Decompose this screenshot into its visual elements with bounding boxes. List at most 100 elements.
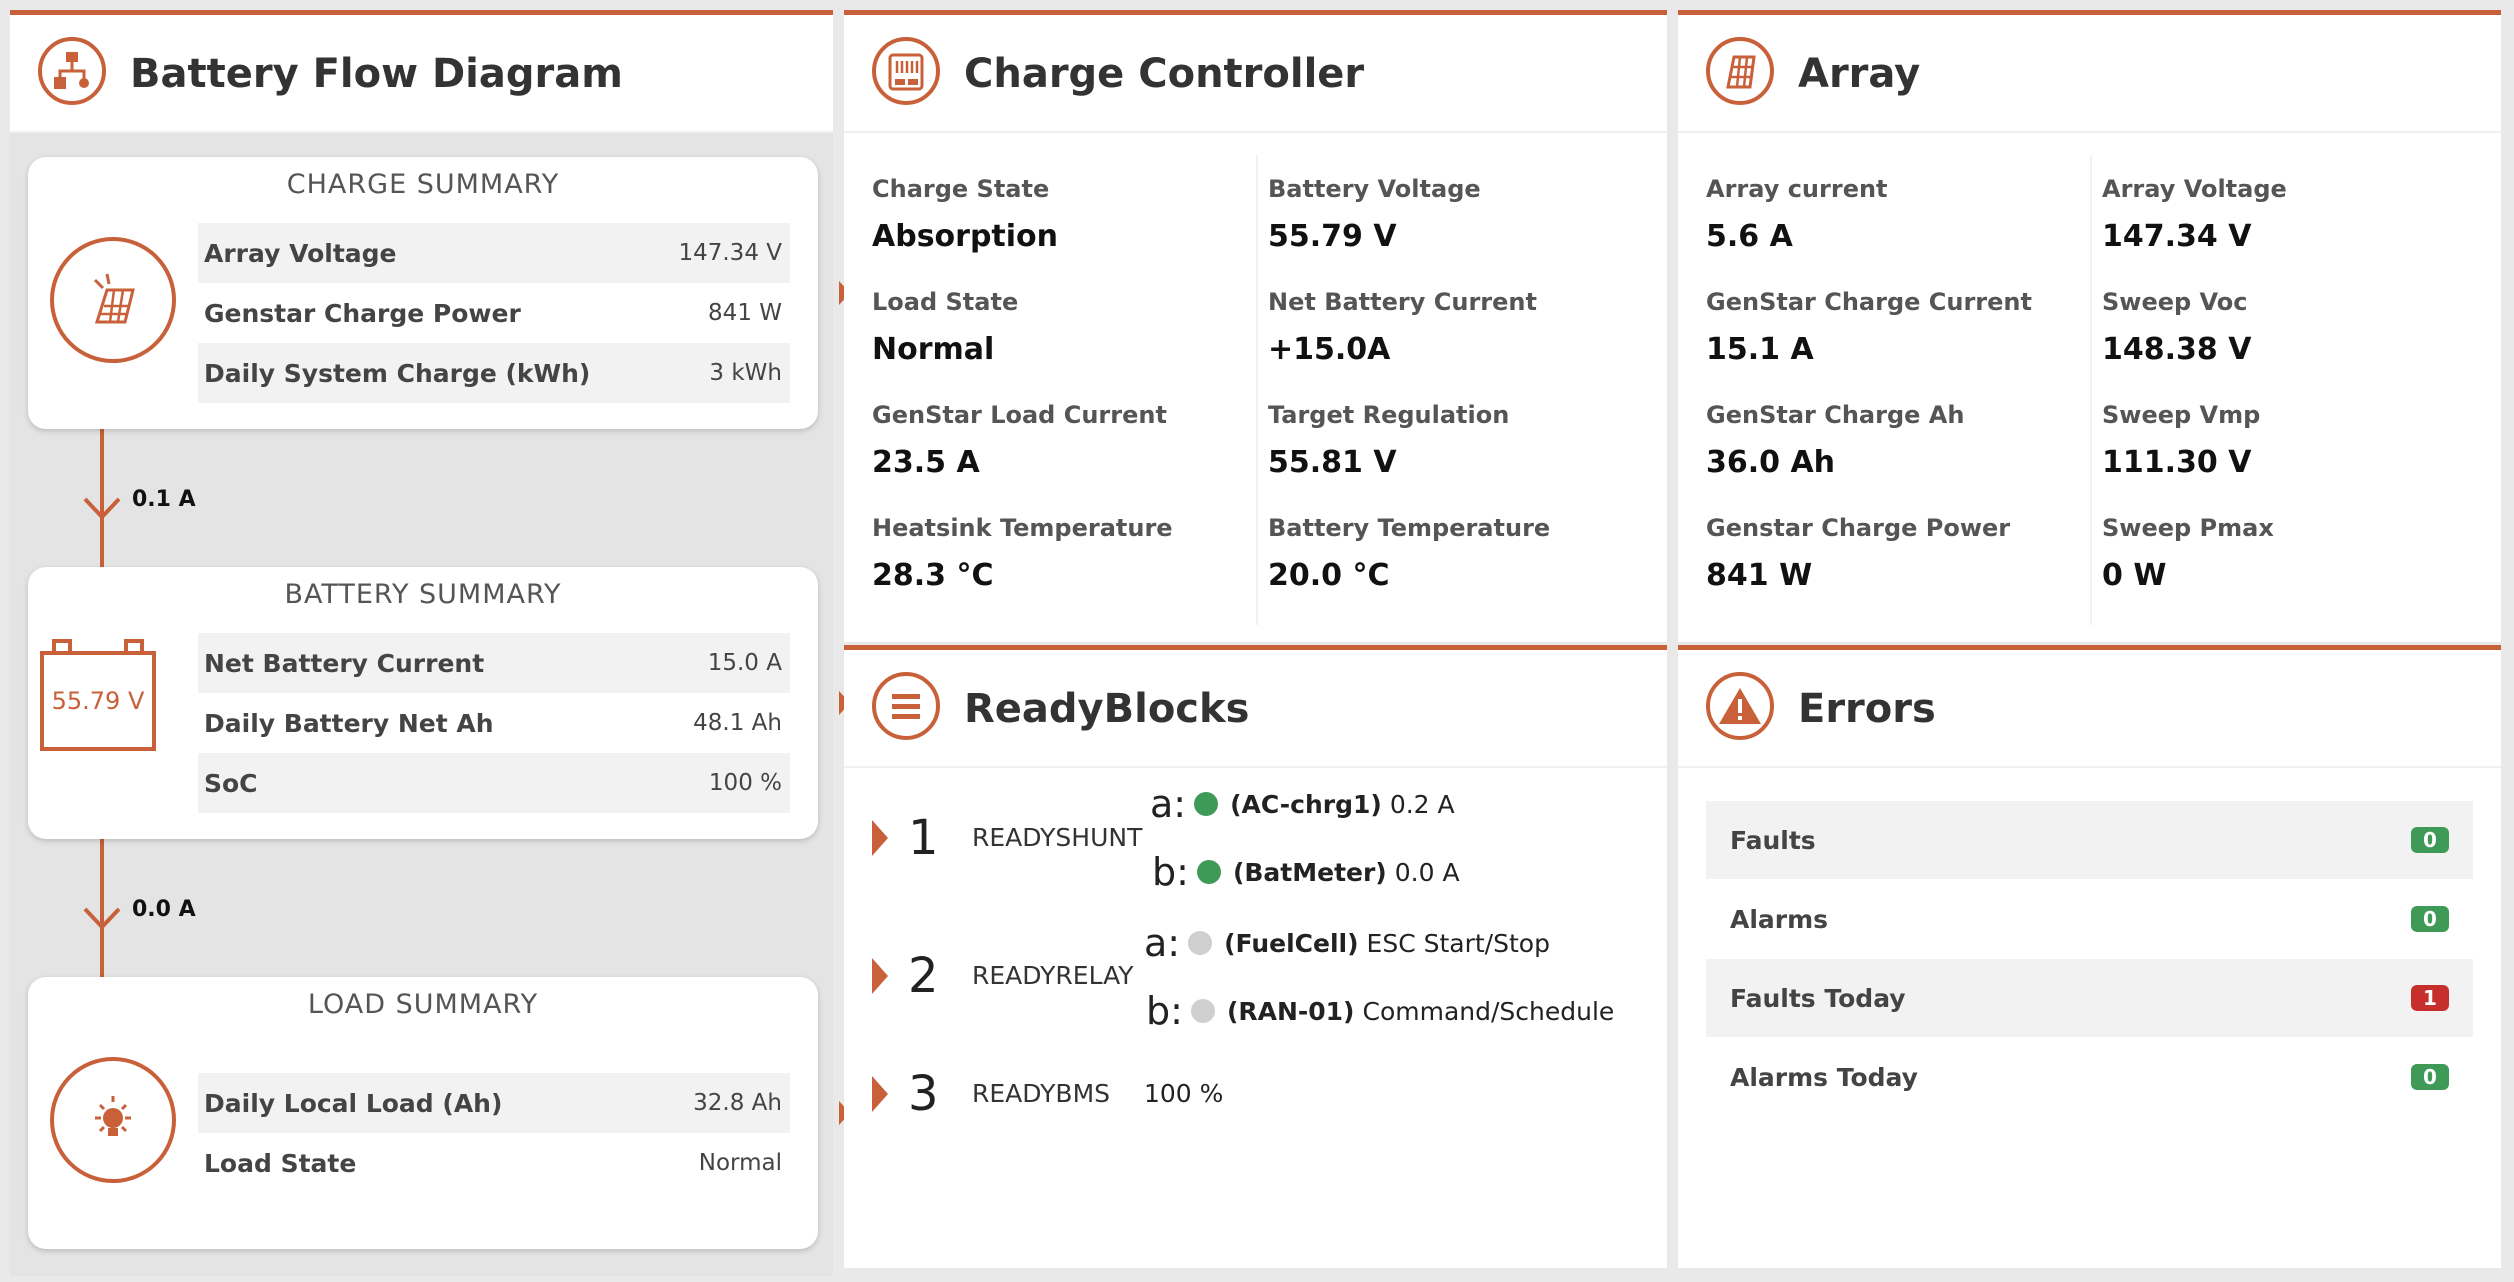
- row-label: Net Battery Current: [204, 648, 485, 678]
- block-name: READYRELAY: [972, 961, 1134, 990]
- field-label: Sweep Pmax: [2102, 514, 2274, 542]
- channel-letter: b:: [1146, 989, 1183, 1033]
- status-dot-icon: [1188, 931, 1213, 955]
- field-value: 111.30 V: [2102, 445, 2252, 480]
- channel-tag: (BatMeter): [1232, 857, 1387, 887]
- field-label: Heatsink Temperature: [872, 514, 1173, 542]
- error-row-alarms[interactable]: Alarms 0: [1706, 880, 2473, 958]
- panel-title: Battery Flow Diagram: [130, 51, 623, 97]
- field-value: Absorption: [872, 219, 1059, 254]
- field-label: Sweep Vmp: [2102, 401, 2261, 429]
- field-value: 23.5 A: [872, 445, 980, 480]
- field: Array current 5.6 A: [1706, 175, 2102, 288]
- charge-controller-panel: Charge Controller Charge State Absorptio…: [844, 10, 1667, 642]
- block-number: 1: [908, 810, 939, 866]
- array-panel: Array Array current 5.6 A Array Voltage …: [1678, 10, 2501, 642]
- flow-diagram-icon: [38, 37, 106, 105]
- status-dot-icon: [1194, 792, 1219, 816]
- count-badge: 0: [2411, 827, 2449, 853]
- row-value: 15.0 A: [707, 650, 782, 676]
- flow-current-label: 0.0 A: [132, 897, 196, 922]
- error-label: Alarms Today: [1730, 1062, 1918, 1092]
- error-label: Faults Today: [1730, 983, 1906, 1013]
- battery-voltage: 55.79 V: [51, 687, 145, 715]
- field: Battery Voltage 55.79 V: [1268, 175, 1664, 288]
- expand-caret-icon[interactable]: [872, 958, 888, 994]
- count-badge: 0: [2411, 906, 2449, 932]
- warning-icon: [1706, 672, 1774, 740]
- panel-title: Errors: [1798, 686, 1936, 732]
- field: Sweep Vmp 111.30 V: [2102, 401, 2498, 514]
- summary-row: Genstar Charge Power 841 W: [198, 283, 790, 343]
- field-label: Genstar Charge Power: [1706, 514, 2011, 542]
- summary-row: Daily System Charge (kWh) 3 kWh: [198, 343, 790, 403]
- error-row-faults[interactable]: Faults 0: [1706, 801, 2473, 879]
- channel-tag: (AC-chrg1): [1230, 789, 1382, 819]
- field: Battery Temperature 20.0 °C: [1268, 514, 1664, 627]
- row-value: Normal: [698, 1150, 782, 1176]
- load-summary-card[interactable]: LOAD SUMMARY Daily Local Load (Ah) 32.8 …: [28, 977, 850, 1249]
- summary-row: Net Battery Current 15.0 A: [198, 633, 790, 693]
- expand-caret-icon[interactable]: [872, 820, 888, 856]
- channel-row: b: (RAN-01) Command/Schedule: [1146, 989, 1614, 1033]
- row-value: 147.34 V: [678, 240, 782, 266]
- channel-letter: a:: [1144, 921, 1181, 965]
- field: Heatsink Temperature 28.3 °C: [872, 514, 1268, 627]
- panel-header: Errors: [1678, 650, 2501, 768]
- channel-tag: (RAN-01): [1226, 996, 1355, 1026]
- field-value: 841 W: [1706, 558, 1813, 593]
- row-label: Genstar Charge Power: [204, 298, 521, 328]
- field-label: Load State: [872, 288, 1019, 316]
- error-row-faults-today[interactable]: Faults Today 1: [1706, 959, 2473, 1037]
- expand-caret-icon[interactable]: [872, 1076, 888, 1112]
- summary-row: Daily Battery Net Ah 48.1 Ah: [198, 693, 790, 753]
- field-value: 28.3 °C: [872, 558, 994, 593]
- light-bulb-icon: [50, 1057, 176, 1183]
- battery-flow-panel: Battery Flow Diagram 0.1 A 0.0 A CHARGE …: [10, 10, 850, 1276]
- panel-header: Charge Controller: [844, 15, 1667, 133]
- error-row-alarms-today[interactable]: Alarms Today 0: [1706, 1038, 2473, 1116]
- row-value: 48.1 Ah: [693, 710, 782, 736]
- row-value: 100 %: [708, 770, 782, 796]
- block-number: 3: [908, 1066, 939, 1122]
- row-label: Array Voltage: [204, 238, 397, 268]
- count-badge: 1: [2411, 985, 2449, 1011]
- status-dot-icon: [1196, 860, 1221, 884]
- row-label: SoC: [204, 768, 258, 798]
- errors-panel: Errors Faults 0 Alarms 0 Faults Today 1 …: [1678, 645, 2501, 1268]
- channel-row: b: (BatMeter) 0.0 A: [1152, 850, 1460, 894]
- battery-summary-card[interactable]: BATTERY SUMMARY 55.79 V Net Battery Curr…: [28, 567, 850, 839]
- row-label: Load State: [204, 1148, 357, 1178]
- error-label: Alarms: [1730, 904, 1829, 934]
- flow-arrow-down-icon: [83, 497, 121, 520]
- summary-row: Daily Local Load (Ah) 32.8 Ah: [198, 1073, 790, 1133]
- field: Sweep Voc 148.38 V: [2102, 288, 2498, 401]
- charge-summary-card[interactable]: CHARGE SUMMARY Array Voltage 147.34 V Ge…: [28, 157, 850, 429]
- menu-list-icon: [872, 672, 940, 740]
- status-dot-icon: [1190, 999, 1215, 1023]
- block-name: READYBMS: [972, 1079, 1111, 1108]
- flow-arrow-down-icon: [83, 907, 121, 930]
- field-value: +15.0A: [1268, 332, 1391, 367]
- field-value: 36.0 Ah: [1706, 445, 1836, 480]
- field: Array Voltage 147.34 V: [2102, 175, 2498, 288]
- field-value: 15.1 A: [1706, 332, 1814, 367]
- field-label: Sweep Voc: [2102, 288, 2248, 316]
- panel-header: Battery Flow Diagram: [10, 15, 833, 133]
- panel-title: Charge Controller: [964, 51, 1365, 97]
- panel-title: Array: [1798, 51, 1921, 97]
- card-title: CHARGE SUMMARY: [286, 169, 560, 200]
- readyblocks-panel: ReadyBlocks 1 READYSHUNT a: (AC-chrg1) 0…: [844, 645, 1667, 1268]
- field-value: 55.79 V: [1268, 219, 1397, 254]
- field-label: GenStar Charge Current: [1706, 288, 2032, 316]
- channel-value: 0.2 A: [1389, 789, 1455, 819]
- block-number: 2: [908, 948, 939, 1004]
- column-divider: [1256, 155, 1258, 625]
- field: Target Regulation 55.81 V: [1268, 401, 1664, 514]
- card-title: LOAD SUMMARY: [307, 989, 539, 1020]
- channel-letter: a:: [1150, 782, 1187, 826]
- field-value: 148.38 V: [2102, 332, 2252, 367]
- field: Charge State Absorption: [872, 175, 1268, 288]
- field-label: Battery Voltage: [1268, 175, 1481, 203]
- error-label: Faults: [1730, 825, 1816, 855]
